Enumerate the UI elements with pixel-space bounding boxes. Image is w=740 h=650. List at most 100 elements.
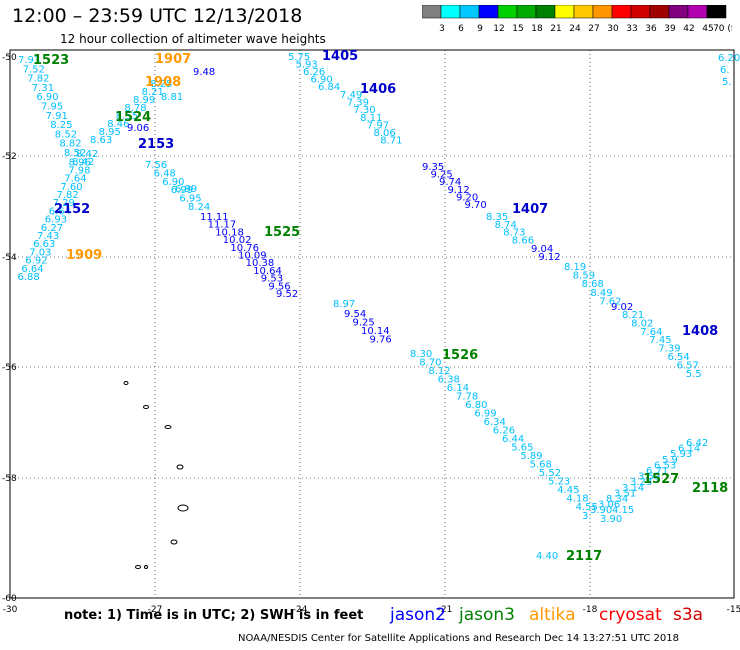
wave-height-value: 8.42	[72, 157, 94, 168]
wave-height-value: 8.30	[410, 349, 432, 360]
wave-height-value: 9.04	[531, 244, 553, 255]
wave-height-value: 9.74	[439, 177, 461, 188]
island-outline	[123, 381, 129, 385]
island-outline	[135, 565, 141, 569]
wave-height-value: 3.90	[590, 505, 612, 516]
legend-altika: altika	[529, 605, 576, 625]
wave-height-value: 7.43	[37, 231, 59, 242]
wave-height-value: 6.26	[303, 67, 325, 78]
color-scale-tick: 30	[607, 24, 619, 34]
pass-id-label: 1526	[442, 348, 478, 363]
wave-height-value: 5.75	[288, 52, 310, 63]
wave-height-value: 9.02	[611, 302, 633, 313]
pass-id-label: 1405	[322, 49, 358, 64]
wave-height-value: 6.34	[484, 417, 506, 428]
wave-height-value: 10.76	[230, 243, 259, 254]
island-outline	[144, 565, 148, 569]
latitude-label: -54	[2, 253, 17, 263]
wave-height-value: 6.54	[668, 352, 690, 363]
wave-height-value: 9.56	[268, 281, 290, 292]
wave-height-value: 9.48	[193, 67, 215, 78]
color-scale-tick: 12	[493, 24, 504, 34]
wave-height-value: 8.81	[161, 92, 183, 103]
wave-height-value: 7.52	[23, 64, 45, 75]
wave-height-value: 9.53	[261, 274, 283, 285]
wave-height-value: 7.30	[353, 105, 375, 116]
longitude-label: -18	[583, 605, 598, 615]
color-scale-tick: 3	[439, 24, 445, 34]
pass-id-label: 1408	[682, 324, 718, 339]
legend-jason3: jason3	[459, 605, 515, 625]
color-scale-tick: 24	[569, 24, 581, 34]
wave-height-value: 6.48	[154, 168, 176, 179]
wave-height-value: 8.99	[133, 95, 155, 106]
legend-cryosat: cryosat	[599, 605, 662, 625]
wave-height-value: 6.99	[171, 185, 193, 196]
wave-height-value: 6.57	[677, 360, 699, 371]
pass-id-label: 2117	[566, 549, 602, 564]
wave-height-value: 4.40	[536, 551, 558, 562]
wave-height-value: 5.	[722, 77, 732, 88]
color-scale-tick: 39	[664, 24, 676, 34]
color-scale-tick: 6	[458, 24, 464, 34]
wave-height-value: 9.25	[431, 170, 453, 181]
wave-height-value: 6.92	[25, 256, 47, 267]
wave-height-value: 7.95	[41, 102, 63, 113]
wave-height-value: 8.59	[573, 271, 595, 282]
wave-height-value: 7.98	[68, 165, 90, 176]
wave-height-value: 8.35	[486, 212, 508, 223]
wave-height-value: 6.64	[21, 264, 43, 275]
wave-height-value: 6.88	[18, 272, 40, 283]
wave-height-value: 9.70	[465, 200, 487, 211]
wave-height-value: 7.78	[456, 392, 478, 403]
wave-height-value: 5.65	[511, 443, 533, 454]
wave-height-value: 4.15	[612, 505, 634, 516]
wave-height-value: 3.	[582, 511, 592, 522]
latitude-label: -60	[2, 594, 17, 604]
pass-id-label: 2153	[138, 137, 174, 152]
color-scale-tick: 42	[683, 24, 694, 34]
wave-height-value: 7.62	[599, 296, 621, 307]
wave-height-value: 9.52	[276, 289, 298, 300]
wave-height-value: 4.18	[566, 494, 588, 505]
wave-height-value: 3.51	[614, 488, 636, 499]
wave-height-value: 10.18	[215, 227, 244, 238]
longitude-label: -30	[3, 605, 18, 615]
wave-height-value: 3.06	[598, 500, 620, 511]
wave-height-value: 6.90	[162, 177, 184, 188]
latitude-label: -56	[2, 363, 17, 373]
pass-id-label: 2118	[692, 481, 728, 496]
wave-height-value: 9.20	[456, 192, 478, 203]
latitude-label: -52	[2, 152, 17, 162]
island-outline	[143, 405, 149, 409]
wave-height-value: 10.38	[246, 258, 275, 269]
wave-height-value: 7.39	[658, 344, 680, 355]
wave-height-value: 8.52	[55, 129, 77, 140]
wave-height-value: 8.49	[590, 288, 612, 299]
pass-id-label: 1907	[155, 52, 191, 67]
wave-height-value: 3.23	[630, 477, 652, 488]
wave-height-value: 5.23	[548, 477, 570, 488]
wave-height-value: 8.73	[503, 228, 525, 239]
wave-height-value: 8.63	[90, 135, 112, 146]
wave-height-value: 5.93	[670, 449, 692, 460]
wave-height-value: 7.64	[640, 327, 662, 338]
wave-height-value: 8.25	[150, 79, 172, 90]
wave-height-value: 8.82	[59, 139, 81, 150]
pass-id-label: 2152	[54, 202, 90, 217]
wave-height-value: 8.11	[360, 113, 382, 124]
wave-height-value: 6.42	[686, 438, 708, 449]
credit-line: NOAA/NESDIS Center for Satellite Applica…	[238, 633, 680, 644]
wave-height-value: 8.02	[631, 318, 653, 329]
color-scale-tick: 70 (ft)	[713, 24, 732, 34]
wave-height-value: 9.12	[538, 252, 560, 263]
wave-height-value: 7.60	[60, 182, 82, 193]
wave-height-value: 4.55	[576, 502, 598, 513]
wave-height-value: 4.45	[557, 485, 579, 496]
wave-height-value: 8.96	[69, 157, 91, 168]
wave-height-value: 8.52	[64, 148, 86, 159]
wave-height-value: 6.44	[502, 434, 524, 445]
wave-height-value: 8.68	[582, 279, 604, 290]
